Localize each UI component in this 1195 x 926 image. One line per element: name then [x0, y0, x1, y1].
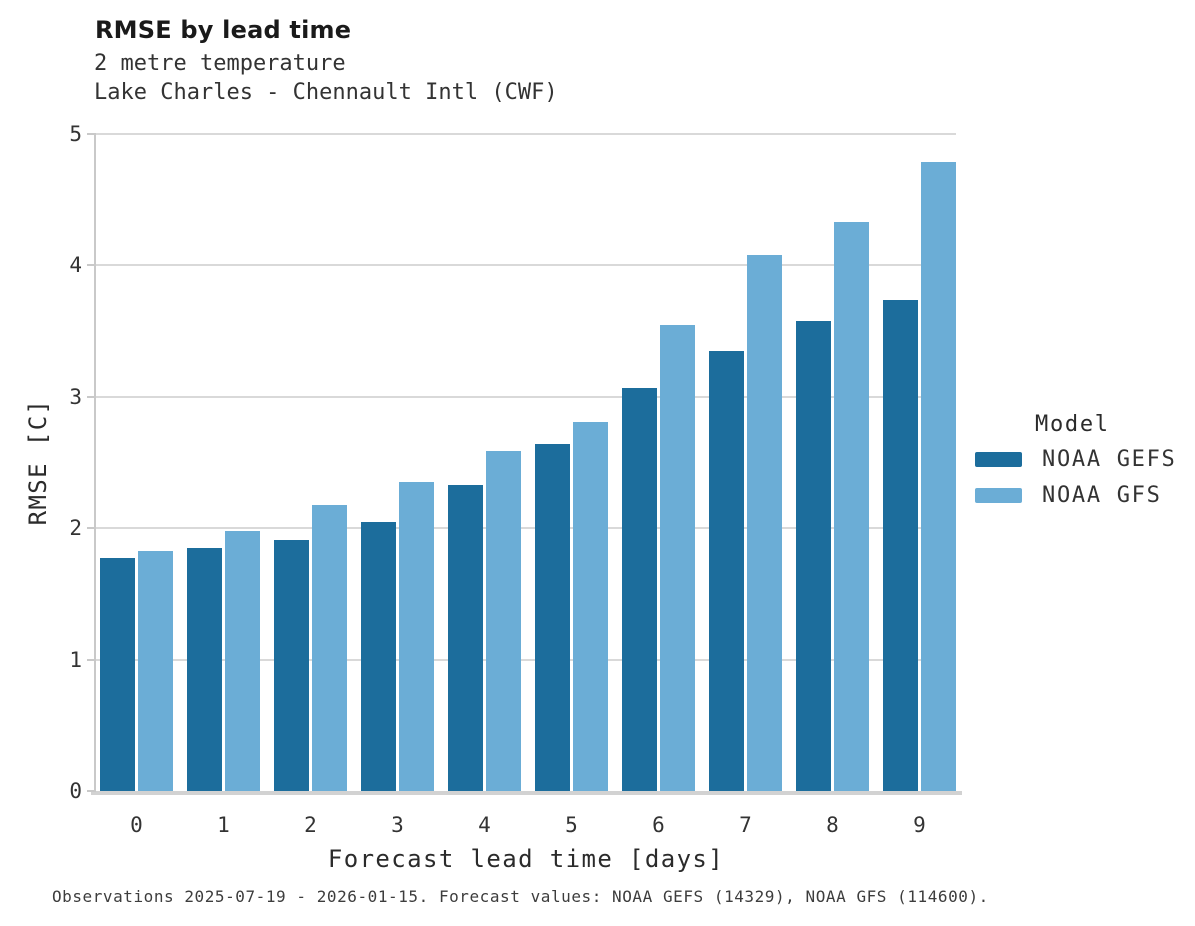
plot-area	[95, 133, 956, 791]
x-tick-label-9: 9	[913, 813, 926, 837]
legend-title: Model	[1035, 412, 1110, 437]
gridline-y-5	[95, 133, 956, 135]
y-axis-title: RMSE [C]	[24, 398, 52, 526]
legend: Model NOAA GEFS NOAA GFS	[975, 410, 1185, 512]
y-tickmark-1	[87, 658, 96, 661]
y-tickmark-0	[87, 790, 96, 792]
x-tick-label-6: 6	[652, 813, 665, 837]
y-tick-label-0: 0	[69, 779, 82, 803]
bar-noaa-gefs-lead-3	[361, 521, 396, 791]
bar-noaa-gefs-lead-4	[448, 484, 483, 791]
y-tickmark-4	[87, 264, 96, 267]
gridline-y-1	[95, 658, 956, 661]
legend-label: NOAA GEFS	[1042, 446, 1177, 472]
bar-noaa-gefs-lead-8	[796, 320, 831, 791]
legend-items: NOAA GEFS NOAA GFS	[975, 442, 1185, 512]
bar-noaa-gfs-lead-2	[312, 504, 347, 791]
gridline-y-2	[95, 527, 956, 530]
y-tick-label-3: 3	[69, 384, 82, 409]
bar-noaa-gfs-lead-1	[225, 530, 260, 791]
legend-label: NOAA GFS	[1042, 482, 1162, 508]
y-tick-label-4: 4	[69, 253, 82, 278]
caption: Observations 2025-07-19 - 2026-01-15. Fo…	[52, 887, 989, 906]
bar-noaa-gefs-lead-7	[709, 350, 744, 791]
chart-title: RMSE by lead time	[95, 16, 352, 44]
bar-noaa-gefs-lead-6	[622, 387, 657, 791]
bar-noaa-gefs-lead-1	[187, 547, 222, 791]
x-tick-label-3: 3	[391, 813, 404, 837]
bar-noaa-gfs-lead-9	[921, 161, 956, 791]
bar-noaa-gfs-lead-4	[486, 450, 521, 791]
bar-noaa-gfs-lead-5	[573, 421, 608, 791]
bar-noaa-gfs-lead-8	[834, 222, 869, 791]
x-axis-line	[91, 791, 962, 795]
x-tick-label-4: 4	[478, 813, 491, 837]
x-axis-title: Forecast lead time [days]	[327, 845, 725, 873]
bar-noaa-gefs-lead-2	[274, 540, 309, 791]
bar-noaa-gfs-lead-7	[747, 254, 782, 791]
bar-noaa-gefs-lead-5	[535, 444, 570, 791]
legend-item-noaa-gefs: NOAA GEFS	[975, 442, 1185, 476]
gridline-y-4	[95, 264, 956, 267]
chart-subtitle-variable: 2 metre temperature	[94, 51, 346, 76]
bar-noaa-gefs-lead-0	[100, 558, 135, 791]
x-tick-label-8: 8	[826, 813, 839, 837]
y-tick-label-5: 5	[69, 122, 82, 146]
y-tick-label-1: 1	[69, 647, 82, 672]
x-tick-label-5: 5	[565, 813, 578, 837]
y-axis-line	[94, 134, 96, 793]
x-tick-label-2: 2	[304, 813, 317, 837]
bar-noaa-gfs-lead-6	[660, 324, 695, 791]
y-tickmark-5	[87, 133, 96, 135]
legend-swatch-icon	[975, 487, 1022, 503]
y-tickmark-3	[87, 395, 96, 398]
y-tickmark-2	[87, 527, 96, 530]
bar-noaa-gefs-lead-9	[883, 299, 918, 791]
legend-swatch-icon	[975, 451, 1022, 467]
bar-noaa-gfs-lead-0	[138, 550, 173, 791]
x-tick-label-7: 7	[739, 813, 752, 837]
bar-noaa-gfs-lead-3	[399, 482, 434, 791]
x-tick-label-1: 1	[217, 813, 230, 837]
chart-subtitle-station: Lake Charles - Chennault Intl (CWF)	[94, 80, 558, 105]
gridline-y-3	[95, 395, 956, 398]
x-tick-label-0: 0	[130, 813, 143, 837]
legend-item-noaa-gfs: NOAA GFS	[975, 478, 1185, 512]
y-tick-label-2: 2	[69, 516, 82, 541]
